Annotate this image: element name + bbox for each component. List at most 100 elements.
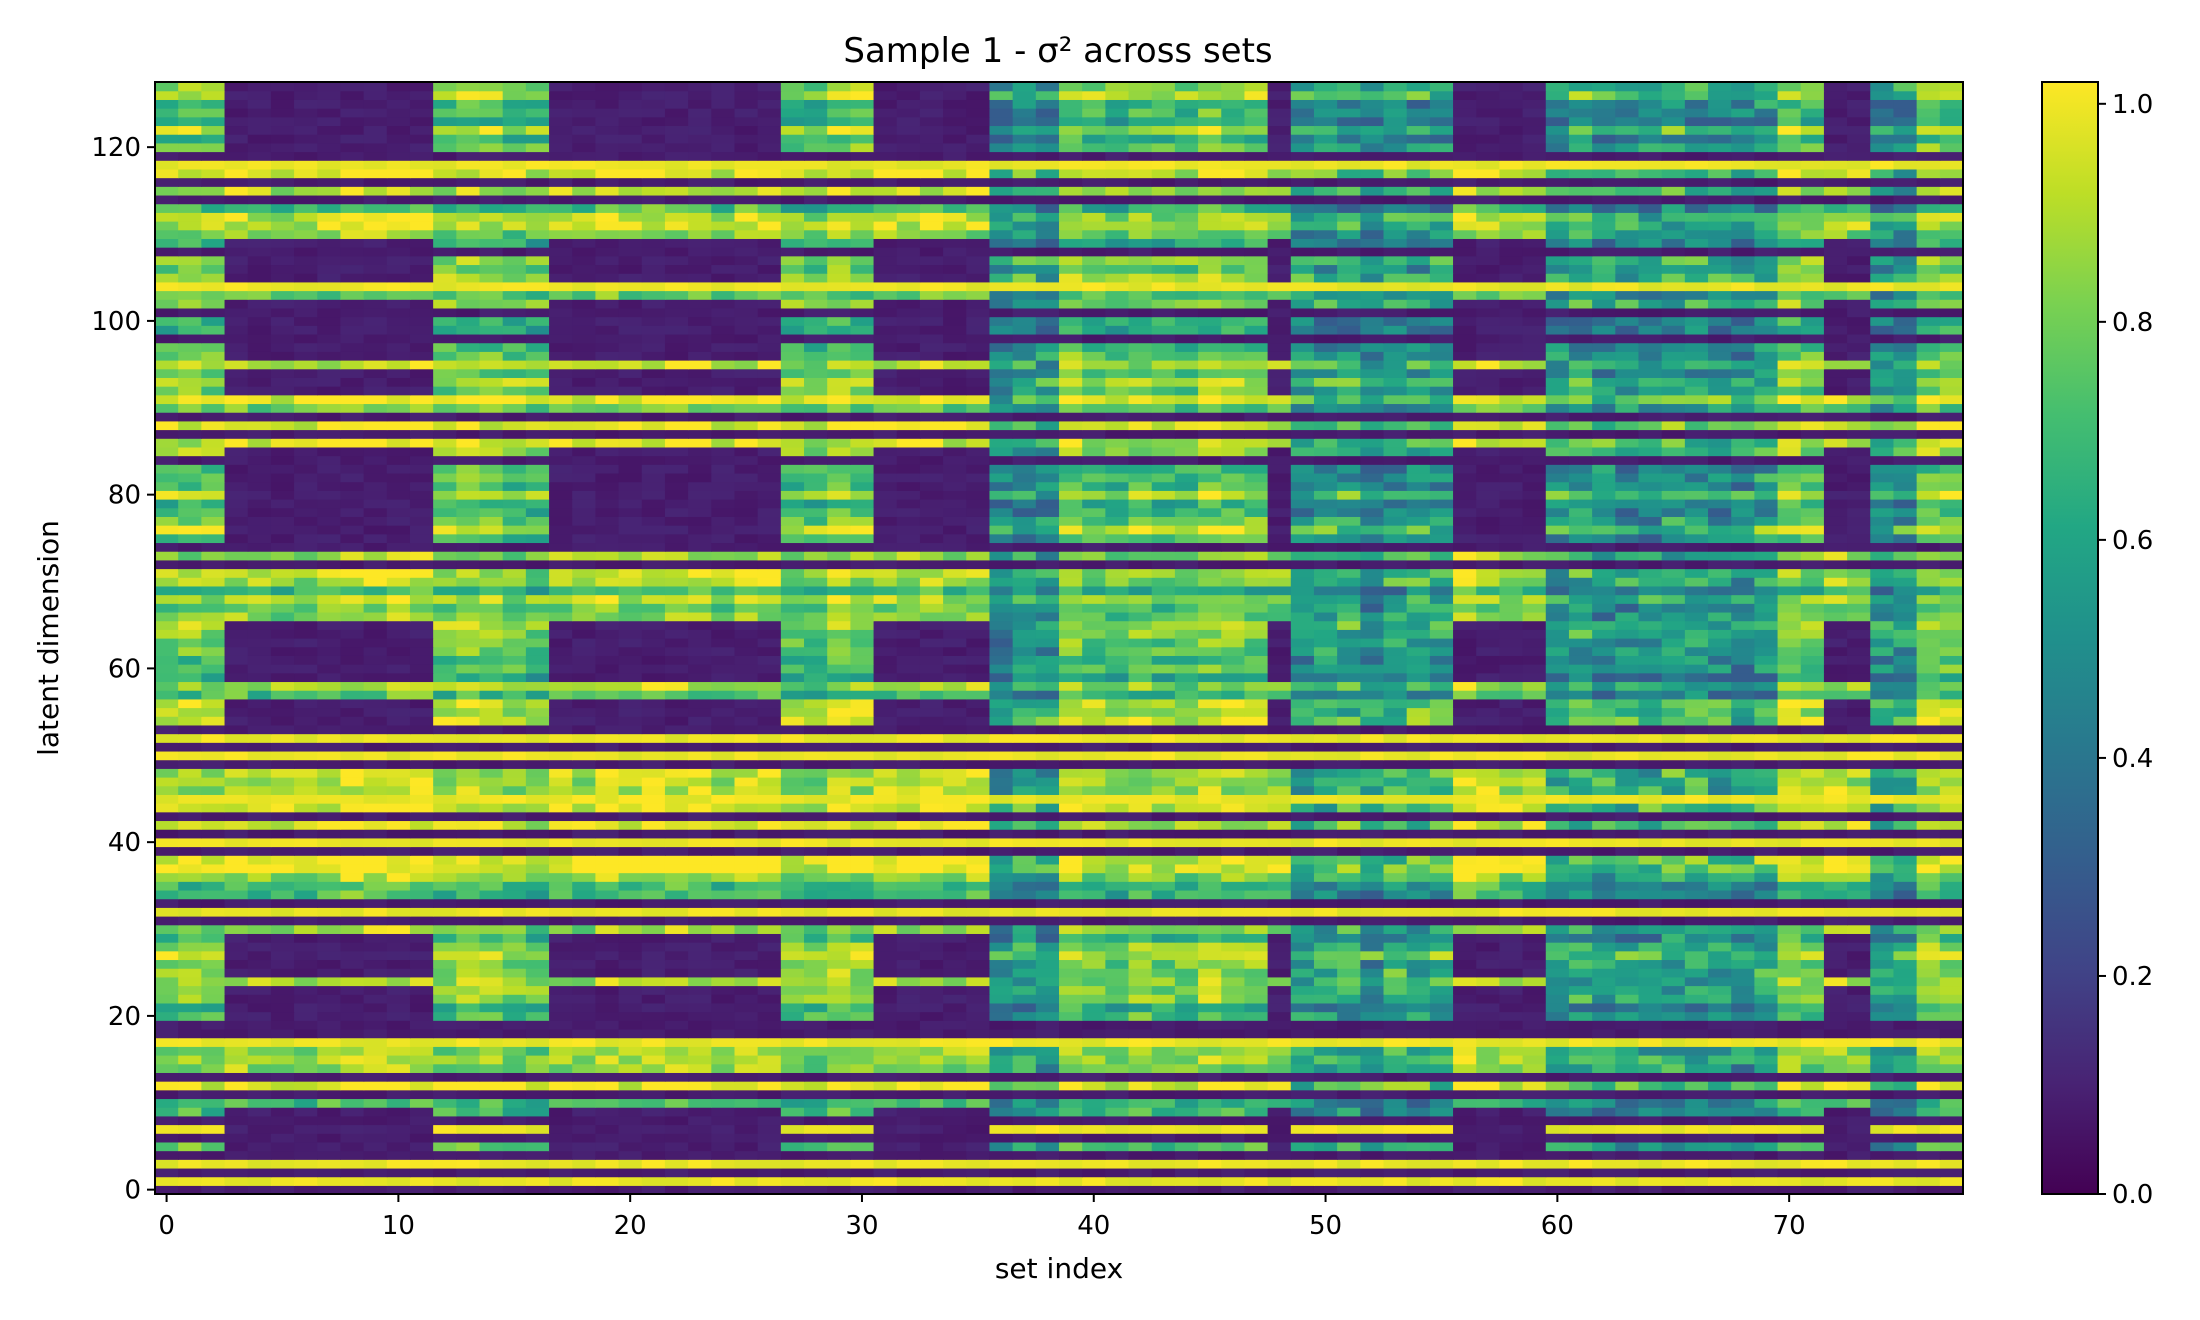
heatmap-cell [804, 924, 828, 934]
heatmap-cell [1174, 1072, 1199, 1082]
heatmap-cell [1267, 1150, 1292, 1160]
heatmap-cell [1476, 855, 1501, 865]
heatmap-cell [780, 750, 805, 761]
heatmap-cell [1174, 638, 1199, 648]
heatmap-cell [1499, 829, 1524, 839]
heatmap-cell [1429, 655, 1454, 665]
heatmap-cell [1337, 724, 1361, 735]
heatmap-cell [919, 985, 944, 995]
heatmap-cell [1221, 1072, 1246, 1082]
heatmap-cell [1059, 1150, 1083, 1160]
heatmap-cell [224, 1072, 249, 1082]
heatmap-cell [804, 777, 828, 787]
heatmap-cell [1638, 750, 1663, 761]
heatmap-cell [433, 1107, 457, 1117]
heatmap-cell [1360, 959, 1385, 969]
heatmap-cell [270, 1046, 295, 1056]
heatmap-cell [433, 942, 457, 952]
heatmap-cell [1406, 655, 1431, 665]
heatmap-cell [1638, 1141, 1663, 1152]
heatmap-cell [1870, 1020, 1895, 1030]
heatmap-cell [1198, 846, 1222, 856]
heatmap-cell [595, 1150, 620, 1160]
heatmap-cell [224, 1115, 249, 1126]
heatmap-cell [1337, 1185, 1361, 1195]
heatmap-cell [688, 1002, 712, 1013]
heatmap-cell [1406, 889, 1431, 900]
heatmap-cell [1661, 759, 1686, 769]
heatmap-cell [850, 1037, 875, 1047]
heatmap-cell [873, 724, 898, 735]
heatmap-cell [1290, 829, 1315, 839]
heatmap-cell [966, 1081, 991, 1091]
heatmap-cell [1082, 942, 1106, 952]
heatmap-cell [1151, 1150, 1176, 1160]
heatmap-cell [409, 1020, 434, 1030]
heatmap-cell [1082, 1141, 1106, 1152]
heatmap-cell [919, 1028, 944, 1039]
heatmap-cell [1939, 1081, 1964, 1091]
heatmap-cell [595, 1011, 620, 1021]
heatmap-cell [1615, 1098, 1640, 1108]
heatmap-cell [224, 855, 249, 865]
heatmap-cell [688, 794, 712, 804]
heatmap-cell [1151, 646, 1176, 656]
heatmap-cell [270, 1072, 295, 1082]
heatmap-cell [479, 1107, 504, 1117]
heatmap-cell [1337, 1167, 1361, 1178]
heatmap-cell [780, 1020, 805, 1030]
heatmap-cell [1870, 672, 1895, 683]
heatmap-cell [1244, 1072, 1269, 1082]
heatmap-cell [966, 646, 991, 656]
heatmap-cell [1499, 1133, 1524, 1143]
heatmap-cell [1383, 829, 1408, 839]
heatmap-cell [317, 794, 342, 804]
heatmap-cell [340, 829, 365, 839]
heatmap-cell [1499, 1115, 1524, 1126]
heatmap-cell [780, 638, 805, 648]
heatmap-cell [989, 1063, 1014, 1073]
heatmap-cell [294, 829, 318, 839]
heatmap-cell [688, 872, 712, 882]
heatmap-cell [1082, 1150, 1106, 1160]
heatmap-cell [989, 1098, 1014, 1108]
heatmap-cell [1313, 1011, 1338, 1021]
heatmap-cell [1035, 794, 1060, 804]
heatmap-cell [1267, 820, 1292, 830]
heatmap-cell [340, 1063, 365, 1073]
heatmap-cell [294, 1046, 318, 1056]
heatmap-cell [1847, 924, 1871, 934]
heatmap-cell [178, 1089, 202, 1100]
heatmap-cell [1429, 976, 1454, 987]
heatmap-cell [1847, 768, 1871, 778]
heatmap-cell [1406, 803, 1431, 813]
heatmap-cell [1568, 1011, 1593, 1021]
heatmap-cell [247, 1037, 272, 1047]
heatmap-cell [989, 907, 1014, 917]
heatmap-cell [664, 907, 689, 917]
heatmap-cell [1035, 924, 1060, 934]
heatmap-cell [572, 1063, 597, 1073]
heatmap-cell [479, 681, 504, 691]
heatmap-cell [873, 672, 898, 683]
heatmap-cell [433, 820, 457, 830]
heatmap-cell [989, 1141, 1014, 1152]
heatmap-cell [1105, 646, 1130, 656]
heatmap-cell [155, 759, 179, 769]
heatmap-cell [1847, 872, 1871, 882]
heatmap-cell [1244, 759, 1269, 769]
heatmap-cell [757, 1133, 782, 1143]
heatmap-cell [1638, 855, 1663, 865]
heatmap-cell [1592, 1115, 1616, 1126]
heatmap-cell [989, 794, 1014, 804]
heatmap-cell [1337, 898, 1361, 908]
heatmap-cell [664, 1107, 689, 1117]
heatmap-cell [1337, 829, 1361, 839]
heatmap-cell [294, 1176, 318, 1186]
heatmap-cell [1221, 889, 1246, 900]
heatmap-cell [1754, 976, 1779, 987]
heatmap-cell [1731, 820, 1755, 830]
heatmap-cell [294, 1002, 318, 1013]
heatmap-cell [1313, 889, 1338, 900]
heatmap-cell [1847, 742, 1871, 752]
